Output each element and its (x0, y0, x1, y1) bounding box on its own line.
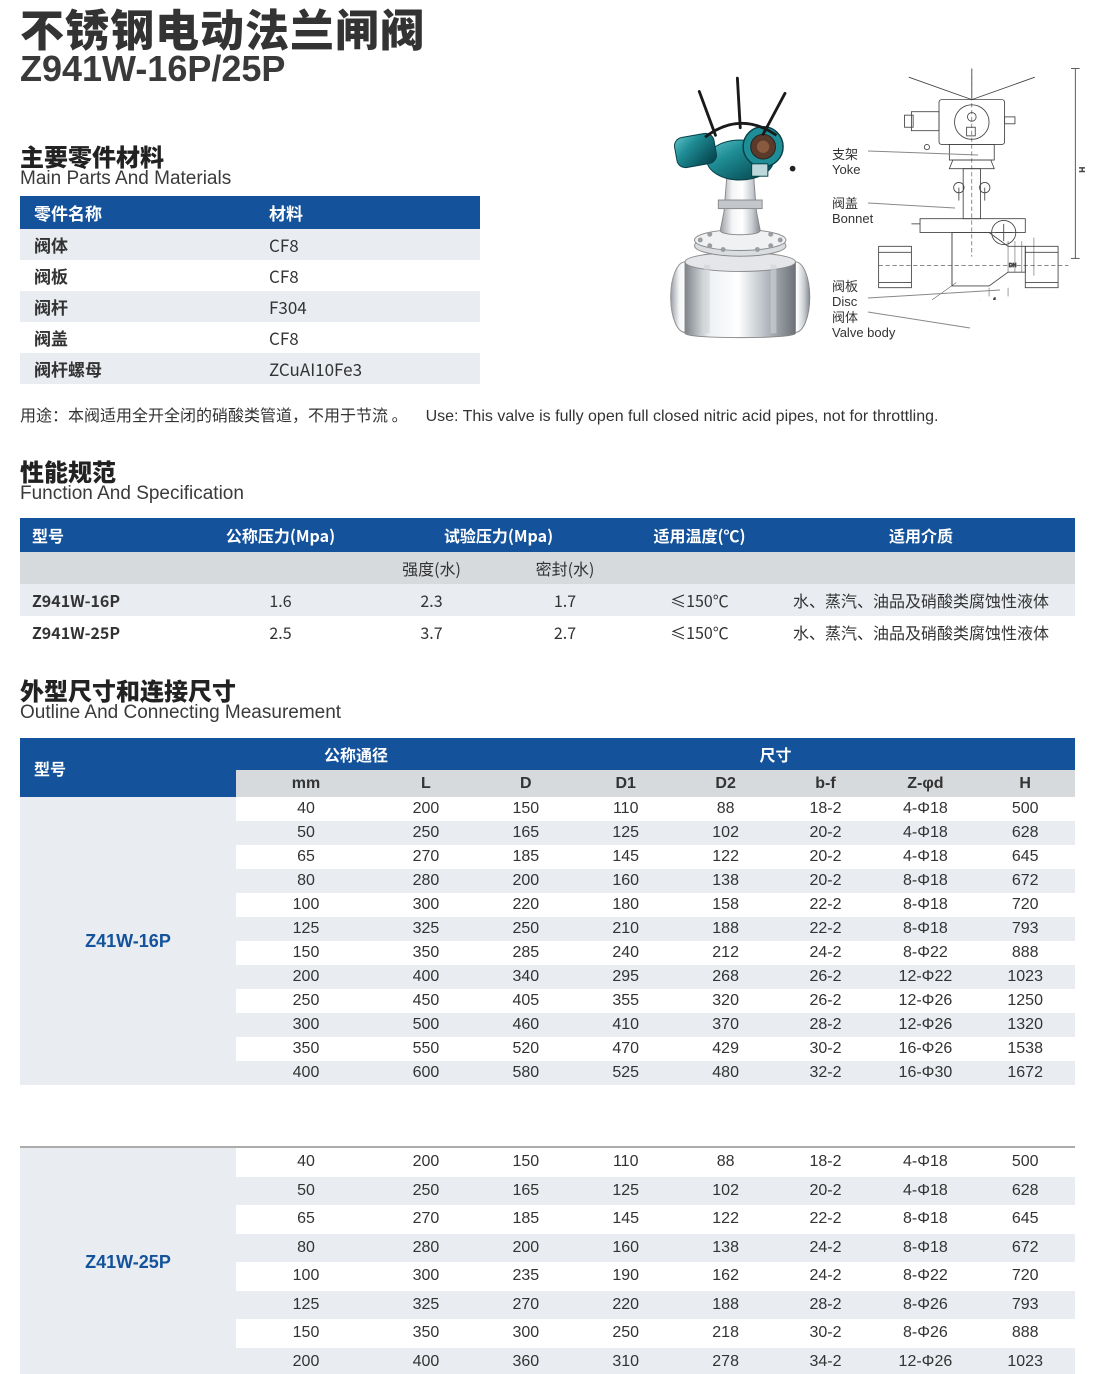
svg-text:DN: DN (1009, 263, 1017, 269)
svg-text:H: H (1078, 167, 1087, 173)
svg-text:f: f (993, 298, 995, 300)
